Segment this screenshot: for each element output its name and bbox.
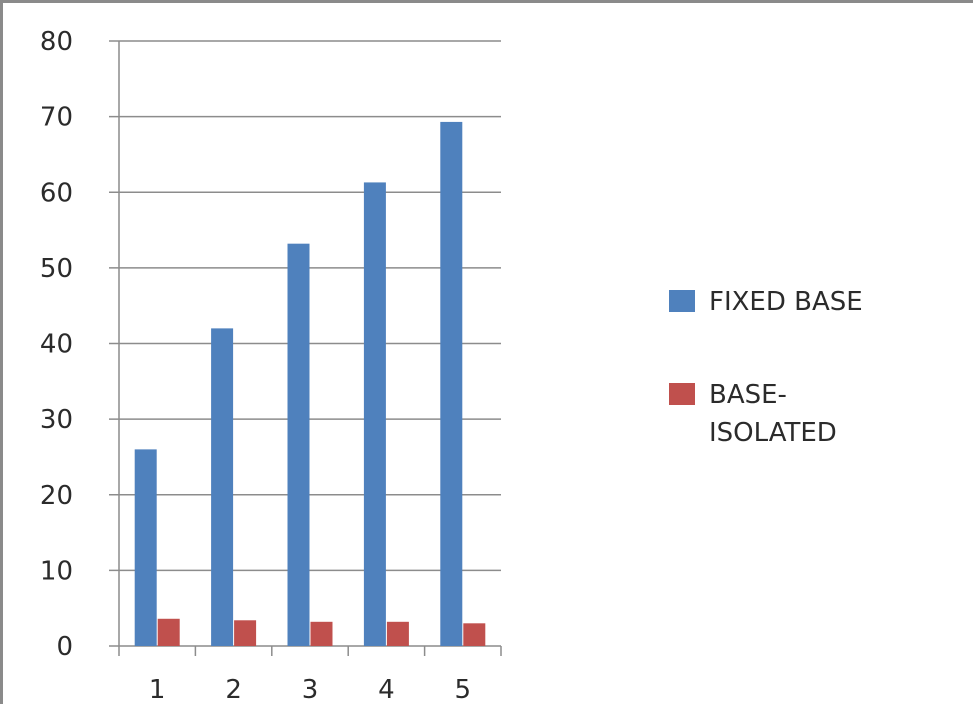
bar-base-isolated-1 [157,618,180,646]
bar-fixed-base-2 [211,328,234,646]
x-tick-label: 5 [455,675,472,705]
gridlines [119,40,501,572]
x-tick-label: 1 [149,675,166,705]
bar-fixed-base-5 [440,121,463,646]
y-tick-labels: 0 10 20 30 40 50 60 70 80 [40,27,73,662]
bar-fixed-base-4 [363,182,386,646]
bar-fixed-base-3 [287,243,310,647]
x-tick-label: 3 [302,675,319,705]
y-tick-label: 40 [40,330,73,360]
bar-base-isolated-4 [386,621,409,646]
axes [109,40,502,656]
x-tick-label: 4 [378,675,395,705]
legend-swatch-base-isolated [669,383,695,405]
bars [134,121,486,647]
y-tick-label: 10 [40,556,73,586]
bar-chart: 0 10 20 30 40 50 60 70 80 1 2 3 4 5 FIXED BASE BASE-… [40,27,863,705]
bar-fixed-base-1 [134,449,157,646]
legend-label-fixed-base: FIXED BASE [709,287,863,317]
legend-label-base-isolated-line2: ISOLATED [709,418,837,448]
y-tick-label: 20 [40,481,73,511]
y-tick-label: 50 [40,254,73,284]
legend: FIXED BASE BASE- ISOLATED [669,287,863,448]
legend-swatch-fixed-base [669,290,695,312]
bar-base-isolated-2 [234,620,257,646]
y-tick-label: 30 [40,405,73,435]
y-tick-label: 60 [40,178,73,208]
y-tick-label: 80 [40,27,73,57]
bar-base-isolated-3 [310,621,333,646]
x-tick-labels: 1 2 3 4 5 [149,675,471,705]
y-tick-label: 0 [56,632,73,662]
x-tick-label: 2 [225,675,242,705]
bar-base-isolated-5 [463,623,486,646]
y-tick-label: 70 [40,103,73,133]
legend-label-base-isolated-line1: BASE- [709,380,787,410]
